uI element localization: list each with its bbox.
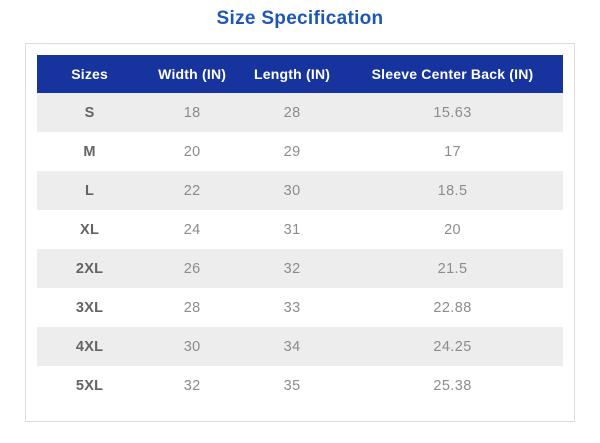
sleeve-cell: 17 [444,143,461,160]
column-header-length: Length (IN) [242,55,343,93]
table-header-row: Sizes Width (IN) Length (IN) Sleeve Cent… [37,55,563,93]
size-cell: 3XL [75,299,104,316]
column-header-sizes: Sizes [37,55,143,93]
width-cell: 26 [183,260,201,277]
size-cell: S [84,104,95,121]
sleeve-cell: 22.88 [433,299,472,316]
page-title: Size Specification [216,8,384,29]
length-cell: 32 [283,260,301,277]
size-cell: M [83,143,96,160]
table-row: L 22 30 18.5 [37,171,563,210]
sleeve-cell: 21.5 [437,260,468,277]
table-row: S 18 28 15.63 [37,93,563,132]
size-specification-table: Sizes Width (IN) Length (IN) Sleeve Cent… [37,55,563,405]
size-specification-card: Sizes Width (IN) Length (IN) Sleeve Cent… [25,43,575,422]
width-cell: 24 [183,221,201,238]
length-cell: 34 [283,338,301,355]
width-cell: 20 [183,143,201,160]
sleeve-cell: 20 [444,221,461,238]
table-body: S 18 28 15.63 M 20 29 17 L 22 30 18.5 XL 24 31 20 2XL 26 3… [37,93,563,405]
sleeve-cell: 15.63 [433,104,472,121]
size-cell: 5XL [75,377,104,394]
width-cell: 30 [183,338,201,355]
size-cell: XL [80,221,100,238]
size-cell: L [85,182,95,199]
sleeve-cell: 24.25 [433,338,472,355]
length-cell: 33 [283,299,301,316]
sleeve-cell: 25.38 [433,377,472,394]
size-cell: 2XL [75,260,104,277]
table-row: 3XL 28 33 22.88 [37,288,563,327]
table-row: M 20 29 17 [37,132,563,171]
width-cell: 22 [183,182,201,199]
table-row: 4XL 30 34 24.25 [37,327,563,366]
table-row: 2XL 26 32 21.5 [37,249,563,288]
sleeve-cell: 18.5 [437,182,468,199]
length-cell: 29 [283,143,301,160]
width-cell: 18 [183,104,201,121]
length-cell: 35 [283,377,301,394]
length-cell: 31 [283,221,301,238]
table-row: 5XL 32 35 25.38 [37,366,563,405]
table-row: XL 24 31 20 [37,210,563,249]
width-cell: 32 [183,377,201,394]
size-cell: 4XL [75,338,104,355]
length-cell: 28 [283,104,301,121]
column-header-width: Width (IN) [142,55,243,93]
width-cell: 28 [183,299,201,316]
column-header-sleeve: Sleeve Center Back (IN) [342,55,563,93]
length-cell: 30 [283,182,301,199]
